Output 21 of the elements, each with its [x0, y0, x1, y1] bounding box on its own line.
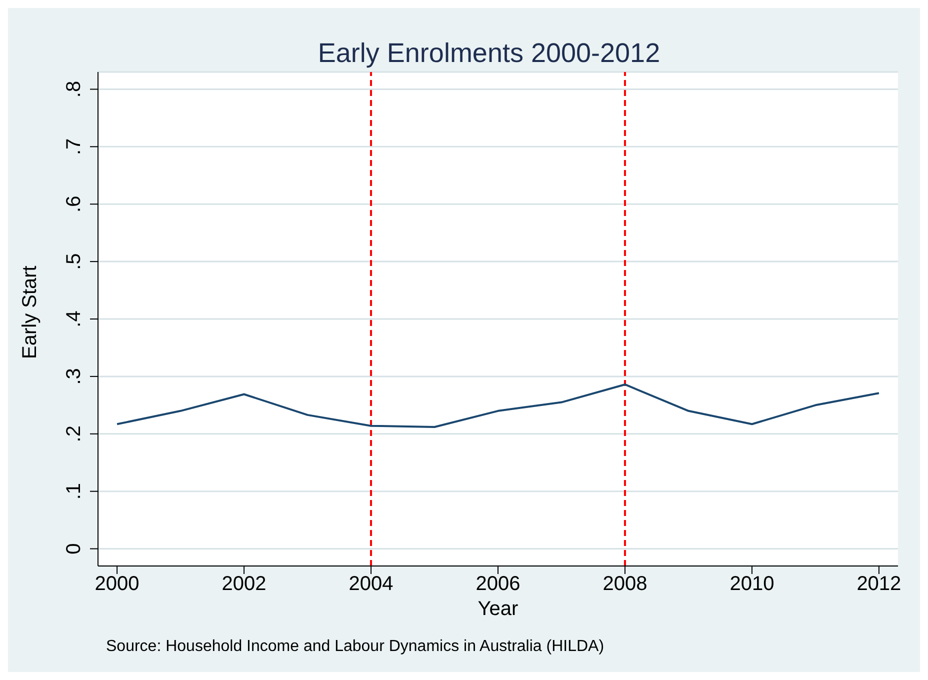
x-tick-label: 2006	[476, 573, 520, 596]
y-tick-label: .1	[63, 482, 85, 500]
y-tick-label: .6	[63, 196, 85, 212]
y-tick-label: 0	[63, 543, 85, 554]
x-tick-label: 2012	[856, 573, 902, 596]
x-tick-label: 2000	[94, 573, 140, 596]
y-axis-title: Early Start	[19, 265, 42, 359]
y-tick-label: .7	[63, 138, 85, 156]
y-tick-label: .3	[63, 368, 85, 385]
x-tick-label: 2008	[602, 573, 648, 596]
x-tick-label: 2010	[730, 573, 774, 596]
y-tick-label: .8	[63, 80, 85, 98]
y-tick-label: .2	[63, 426, 85, 442]
chart-title: Early Enrolments 2000-2012	[316, 38, 662, 69]
x-tick-label: 2002	[222, 573, 266, 596]
y-tick-label: .5	[63, 253, 85, 270]
source-note: Source: Household Income and Labour Dynamics in Australia (HILDA)	[106, 638, 604, 656]
line-series	[116, 383, 880, 428]
y-tick-label: .4	[63, 310, 85, 328]
x-tick-label: 2004	[348, 573, 394, 596]
x-axis-title: Year	[478, 598, 519, 620]
